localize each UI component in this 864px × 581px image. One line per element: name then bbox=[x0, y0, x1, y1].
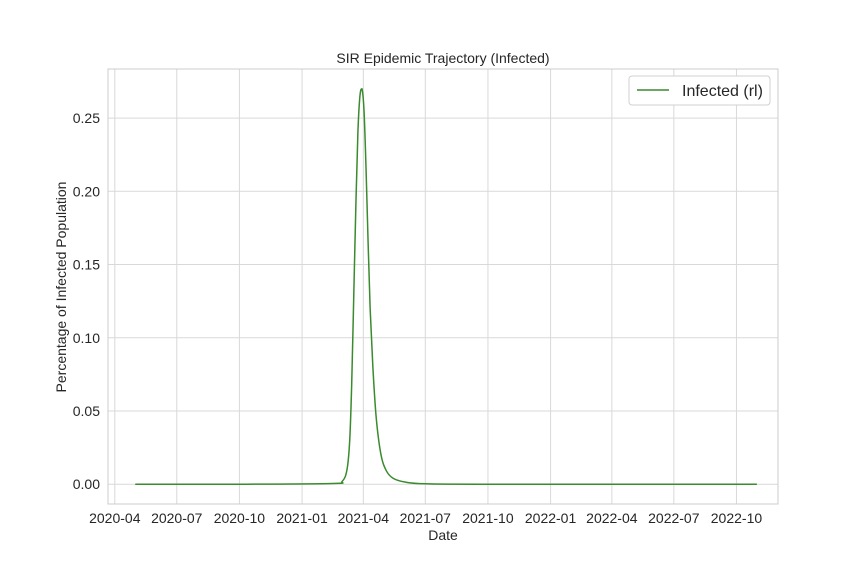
x-tick-label: 2021-07 bbox=[400, 510, 452, 526]
y-tick-label: 0.20 bbox=[73, 183, 100, 199]
x-tick-label: 2020-07 bbox=[151, 510, 203, 526]
legend-box bbox=[628, 75, 771, 106]
x-tick-label: 2022-10 bbox=[711, 510, 763, 526]
x-tick-label: 2021-10 bbox=[462, 510, 514, 526]
legend-label: Infected (rl) bbox=[682, 83, 763, 100]
y-tick-label: 0.00 bbox=[73, 476, 100, 492]
x-tick-label: 2020-10 bbox=[214, 510, 266, 526]
x-tick-label: 2022-04 bbox=[586, 510, 638, 526]
chart-title: SIR Epidemic Trajectory (Infected) bbox=[336, 50, 549, 66]
legend: Infected (rl) bbox=[628, 75, 771, 106]
x-tick-label: 2020-04 bbox=[89, 510, 141, 526]
x-tick-label: 2022-01 bbox=[525, 510, 577, 526]
x-tick-label: 2021-04 bbox=[338, 510, 390, 526]
y-tick-labels: 0.00 0.05 0.10 0.15 0.20 0.25 bbox=[73, 110, 100, 492]
x-axis-label: Date bbox=[428, 527, 458, 543]
y-tick-label: 0.25 bbox=[73, 110, 100, 126]
y-tick-label: 0.05 bbox=[73, 403, 100, 419]
plot-frame bbox=[107, 68, 779, 505]
x-tick-label: 2021-01 bbox=[276, 510, 328, 526]
x-tick-labels: 2020-04 2020-07 2020-10 2021-01 2021-04 2021-… bbox=[89, 510, 762, 526]
y-tick-label: 0.10 bbox=[73, 330, 100, 346]
plot-background bbox=[108, 69, 778, 504]
y-tick-label: 0.15 bbox=[73, 257, 100, 273]
x-tick-label: 2022-07 bbox=[648, 510, 700, 526]
y-axis-label: Percentage of Infected Population bbox=[53, 182, 69, 393]
series-line bbox=[135, 88, 757, 485]
series-layer bbox=[135, 88, 757, 485]
